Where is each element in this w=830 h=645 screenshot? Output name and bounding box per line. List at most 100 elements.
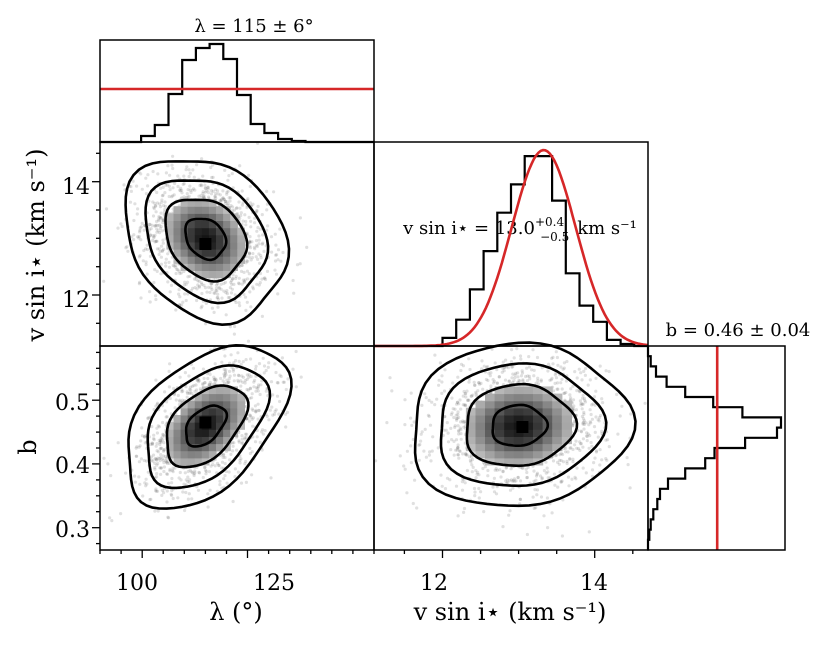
scatter-point: [449, 426, 453, 430]
scatter-point: [155, 442, 159, 446]
scatter-point: [170, 481, 174, 485]
density-bin: [187, 436, 196, 445]
scatter-point: [234, 300, 238, 305]
scatter-point: [246, 339, 251, 343]
scatter-point: [539, 378, 543, 382]
density-bin: [187, 263, 196, 271]
scatter-point: [149, 233, 153, 237]
scatter-point: [437, 383, 441, 387]
scatter-point: [167, 265, 172, 269]
scatter-point: [500, 370, 504, 374]
scatter-point: [247, 375, 251, 379]
scatter-point: [469, 394, 473, 398]
scatter-point: [291, 367, 295, 371]
scatter-point: [247, 373, 251, 377]
scatter-point: [254, 243, 259, 247]
scatter-point: [231, 205, 235, 209]
scatter-point: [237, 359, 241, 363]
xlabel-lambda: λ (°): [209, 598, 263, 626]
scatter-point: [305, 245, 309, 249]
scatter-point: [544, 471, 548, 475]
scatter-point: [160, 435, 164, 439]
scatter-point: [190, 471, 194, 475]
density-bin: [230, 422, 238, 430]
scatter-point: [581, 422, 585, 426]
scatter-point: [266, 365, 270, 369]
scatter-point: [228, 325, 232, 329]
scatter-point: [141, 494, 145, 498]
scatter-point: [579, 430, 584, 434]
scatter-point: [137, 460, 141, 464]
scatter-point: [561, 452, 565, 457]
scatter-point: [574, 477, 578, 481]
scatter-point: [168, 467, 172, 472]
density-bin: [533, 450, 544, 459]
scatter-point: [534, 506, 538, 510]
scatter-point: [178, 375, 182, 379]
scatter-point: [501, 367, 505, 371]
scatter-point: [559, 365, 563, 369]
density-bin: [533, 415, 544, 423]
scatter-point: [240, 434, 244, 438]
scatter-point: [201, 191, 205, 196]
scatter-point: [144, 484, 148, 488]
marginal-vsini: [374, 148, 649, 348]
scatter-point: [460, 480, 464, 484]
scatter-point: [456, 424, 460, 428]
scatter-point: [453, 424, 457, 428]
density-bin: [513, 393, 524, 402]
density-bin: [561, 422, 572, 430]
scatter-point: [465, 389, 469, 393]
scatter-point: [230, 287, 234, 291]
scatter-point: [176, 174, 180, 178]
scatter-point: [458, 398, 462, 402]
scatter-point: [462, 425, 466, 429]
scatter-point: [156, 229, 160, 233]
scatter-point: [189, 388, 193, 392]
scatter-point: [521, 466, 525, 470]
scatter-point: [142, 248, 146, 253]
density-bin: [475, 450, 486, 459]
scatter-point: [257, 408, 261, 412]
density-peak: [199, 238, 212, 250]
scatter-point: [229, 353, 233, 357]
scatter-point: [152, 280, 156, 285]
scatter-point: [494, 467, 498, 471]
density-peak: [516, 421, 529, 433]
scatter-point: [525, 379, 530, 383]
scatter-point: [582, 427, 586, 431]
density-bin: [208, 422, 217, 430]
scatter-point: [579, 429, 583, 433]
scatter-point: [159, 255, 163, 259]
scatter-point: [273, 412, 277, 416]
density-bin: [201, 407, 210, 416]
scatter-point: [509, 478, 514, 482]
density-bin: [542, 407, 553, 416]
density-bin: [523, 436, 534, 445]
scatter-point: [245, 231, 249, 235]
scatter-point: [158, 226, 162, 230]
scatter-point: [268, 408, 272, 412]
scatter-point: [264, 389, 268, 393]
scatter-point: [256, 417, 260, 421]
scatter-point: [154, 475, 159, 479]
scatter-point: [435, 397, 439, 401]
scatter-point: [600, 429, 604, 433]
scatter-point: [198, 183, 202, 188]
scatter-point: [138, 482, 142, 486]
ytick-vsini-14: 14: [62, 175, 90, 200]
scatter-point: [626, 463, 630, 467]
scatter-point: [251, 424, 255, 428]
scatter-point: [243, 462, 247, 466]
scatter-point: [236, 470, 240, 474]
scatter-point: [160, 249, 164, 253]
scatter-point: [450, 438, 454, 442]
scatter-point: [292, 291, 296, 295]
scatter-point: [461, 452, 465, 456]
scatter-point: [455, 416, 459, 420]
scatter-point: [271, 413, 275, 417]
scatter-point: [223, 199, 228, 203]
scatter-point: [251, 252, 255, 256]
scatter-point: [177, 476, 181, 480]
scatter-point: [158, 202, 162, 206]
